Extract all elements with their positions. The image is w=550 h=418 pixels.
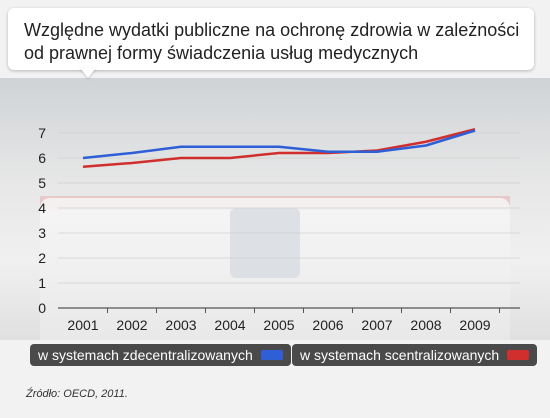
y-tick-label: 4 xyxy=(38,200,46,216)
x-tick-label: 2002 xyxy=(116,317,147,333)
x-tick-label: 2001 xyxy=(67,317,98,333)
chart-grid xyxy=(58,132,520,313)
ambulance-window xyxy=(230,208,300,278)
y-tick-label: 7 xyxy=(38,125,46,141)
x-tick-label: 2004 xyxy=(214,317,245,333)
y-tick-label: 1 xyxy=(38,275,46,291)
legend-swatch-centralized xyxy=(507,350,530,360)
x-tick-label: 2007 xyxy=(361,317,392,333)
y-tick-label: 6 xyxy=(38,150,46,166)
y-axis-labels: 0 1 2 3 4 5 6 7 xyxy=(38,125,46,316)
x-tick-label: 2009 xyxy=(459,317,490,333)
y-tick-label: 2 xyxy=(38,250,46,266)
series-lines xyxy=(82,128,476,168)
y-tick-label: 0 xyxy=(38,300,46,316)
y-tick-label: 5 xyxy=(38,175,46,191)
x-axis-labels: 2001 2002 2003 2004 2005 2006 2007 2008 2009 xyxy=(67,317,490,333)
legend-item-decentralized: w systemach zdecentralizowanych xyxy=(30,344,291,366)
x-tick-label: 2006 xyxy=(312,317,343,333)
x-tick-label: 2003 xyxy=(165,317,196,333)
legend-label-decentralized: w systemach zdecentralizowanych xyxy=(38,347,253,363)
x-tick-label: 2005 xyxy=(263,317,294,333)
title-callout-tail xyxy=(80,68,96,78)
legend-label-centralized: w systemach scentralizowanych xyxy=(300,347,500,363)
source-note: Źródło: OECD, 2011. xyxy=(26,388,128,400)
y-tick-label: 3 xyxy=(38,225,46,241)
chart-title: Względne wydatki publiczne na ochronę zd… xyxy=(24,20,520,63)
legend-swatch-decentralized xyxy=(260,350,283,360)
ambulance-background-photo xyxy=(0,78,550,340)
legend-item-centralized: w systemach scentralizowanych xyxy=(292,344,538,366)
x-tick-label: 2008 xyxy=(410,317,441,333)
title-box: Względne wydatki publiczne na ochronę zd… xyxy=(8,8,534,70)
